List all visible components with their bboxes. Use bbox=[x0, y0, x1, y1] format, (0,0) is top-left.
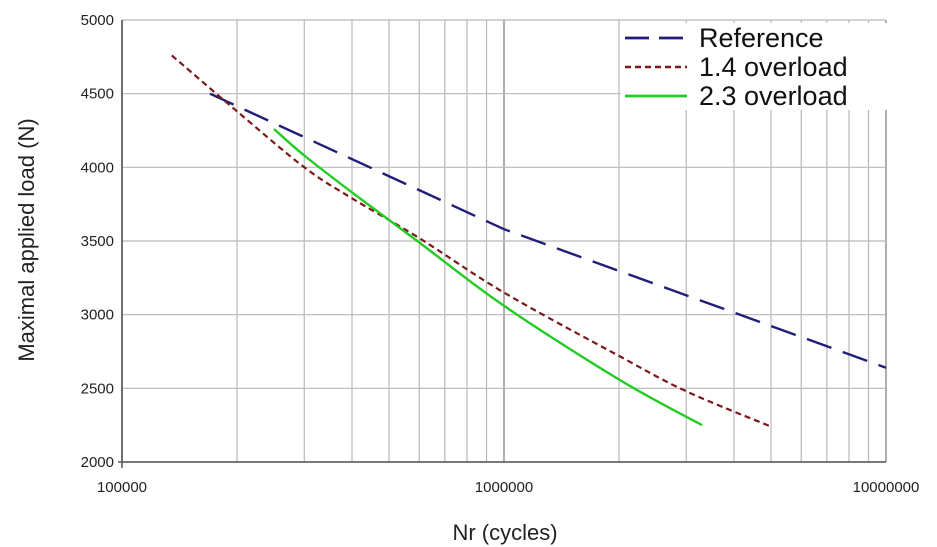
y-axis-title: Maximal applied load (N) bbox=[14, 118, 39, 361]
y-tick-label: 2000 bbox=[81, 454, 114, 471]
tick-labels: 2000 2500 3000 3500 4000 4500 5000 100000 100000… bbox=[81, 12, 920, 496]
series-lines bbox=[171, 54, 887, 428]
x-tick-label: 100000 bbox=[97, 479, 147, 496]
series-line-1 bbox=[209, 92, 887, 369]
series-line-3 bbox=[273, 128, 703, 427]
x-tick-label: 1000000 bbox=[475, 479, 533, 496]
y-tick-label: 3000 bbox=[81, 307, 114, 324]
legend-label: 2.3 overload bbox=[699, 81, 848, 111]
x-axis-title: Nr (cycles) bbox=[452, 520, 557, 545]
y-tick-label: 3500 bbox=[81, 233, 114, 250]
legend-label: 1.4 overload bbox=[699, 52, 848, 82]
legend-label: Reference bbox=[699, 23, 824, 53]
x-tick-label: 10000000 bbox=[853, 479, 920, 496]
y-tick-label: 4500 bbox=[81, 86, 114, 103]
y-tick-label: 2500 bbox=[81, 380, 114, 397]
y-tick-label: 4000 bbox=[81, 159, 114, 176]
series-line-2 bbox=[171, 54, 772, 428]
y-tick-label: 5000 bbox=[81, 12, 114, 29]
axes bbox=[118, 20, 886, 468]
